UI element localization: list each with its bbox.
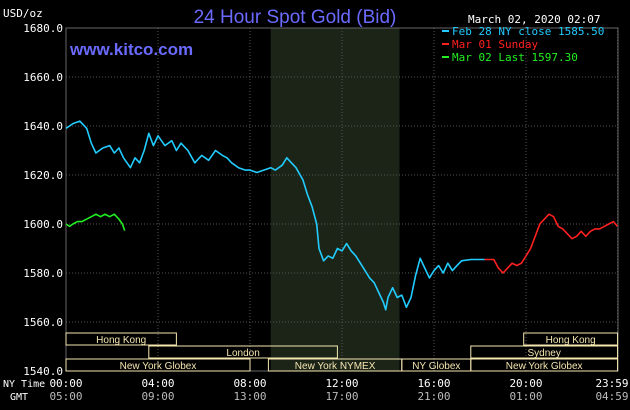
y-tick-label: 1560.0 [23, 316, 63, 329]
chart-datetime: March 02, 2020 02:07 [468, 13, 600, 26]
session-bar-label: Sydney [527, 348, 560, 359]
x-tick-label-gmt: 09:00 [141, 390, 174, 403]
session-bar-label: Hong Kong [96, 335, 146, 346]
price-series-line-1 [484, 213, 619, 274]
session-bar-label: Hong Kong [546, 335, 596, 346]
x-tick-label-gmt: 04:59 [595, 390, 628, 403]
x-tick-label-ny: 08:00 [233, 377, 266, 390]
trading-sessions-layer: Hong Kong Hong Kong London Sydney New York G… [65, 332, 619, 372]
y-tick-label: 1640.0 [23, 120, 63, 133]
price-series-layer [65, 120, 619, 311]
x-tick-label-ny: 20:00 [509, 377, 542, 390]
session-bar-label: New York Globex [506, 361, 583, 372]
x-tick-label-ny: 04:00 [141, 377, 174, 390]
legend-entry: Feb 28 NY close 1585.50 [452, 25, 604, 38]
website-label: www.kitco.com [69, 40, 193, 59]
price-series-line-0 [65, 120, 485, 311]
y-tick-label: 1620.0 [23, 169, 63, 182]
price-series-line-2 [65, 213, 126, 231]
x-tick-label-ny: 23:59 [595, 377, 628, 390]
chart-title: 24 Hour Spot Gold (Bid) [194, 7, 397, 28]
session-bar-label: London [226, 348, 259, 359]
x-tick-label-gmt: 05:00 [49, 390, 82, 403]
y-tick-label: 1580.0 [23, 267, 63, 280]
session-bar-label: New York NYMEX [295, 361, 376, 372]
gridlines [65, 27, 619, 372]
y-tick-label: 1680.0 [23, 22, 63, 35]
shaded-trading-session [270, 28, 400, 371]
x-tick-label-gmt: 01:00 [509, 390, 542, 403]
x-tick-label-gmt: 17:00 [325, 390, 358, 403]
x-tick-label-ny: 16:00 [417, 377, 450, 390]
session-bar [523, 332, 619, 346]
ny-time-row-label: NY Time [3, 379, 45, 390]
session-bar [65, 332, 177, 346]
session-bar-label: NY Globex [412, 361, 460, 372]
session-bar-label: New York Globex [120, 361, 197, 372]
session-bar [148, 345, 338, 359]
x-tick-label-ny: 12:00 [325, 377, 358, 390]
session-bar [470, 358, 619, 372]
x-tick-label-ny: 00:00 [49, 377, 82, 390]
session-bar [65, 358, 251, 372]
x-tick-label-gmt: 21:00 [417, 390, 450, 403]
y-tick-label: 1540.0 [23, 365, 63, 378]
legend-entry: Mar 02 Last 1597.30 [452, 51, 578, 64]
y-tick-label: 1660.0 [23, 71, 63, 84]
y-axis-ticks: 1540.0 1560.0 1580.0 1600.0 1620.0 1640.0 1660… [23, 22, 63, 378]
session-bar [470, 345, 619, 359]
y-axis-unit-label: USD/oz [3, 7, 43, 20]
x-tick-label-gmt: 13:00 [233, 390, 266, 403]
gmt-row-label: GMT [10, 392, 28, 403]
y-tick-label: 1600.0 [23, 218, 63, 231]
legend-entry: Mar 01 Sunday [452, 38, 538, 51]
